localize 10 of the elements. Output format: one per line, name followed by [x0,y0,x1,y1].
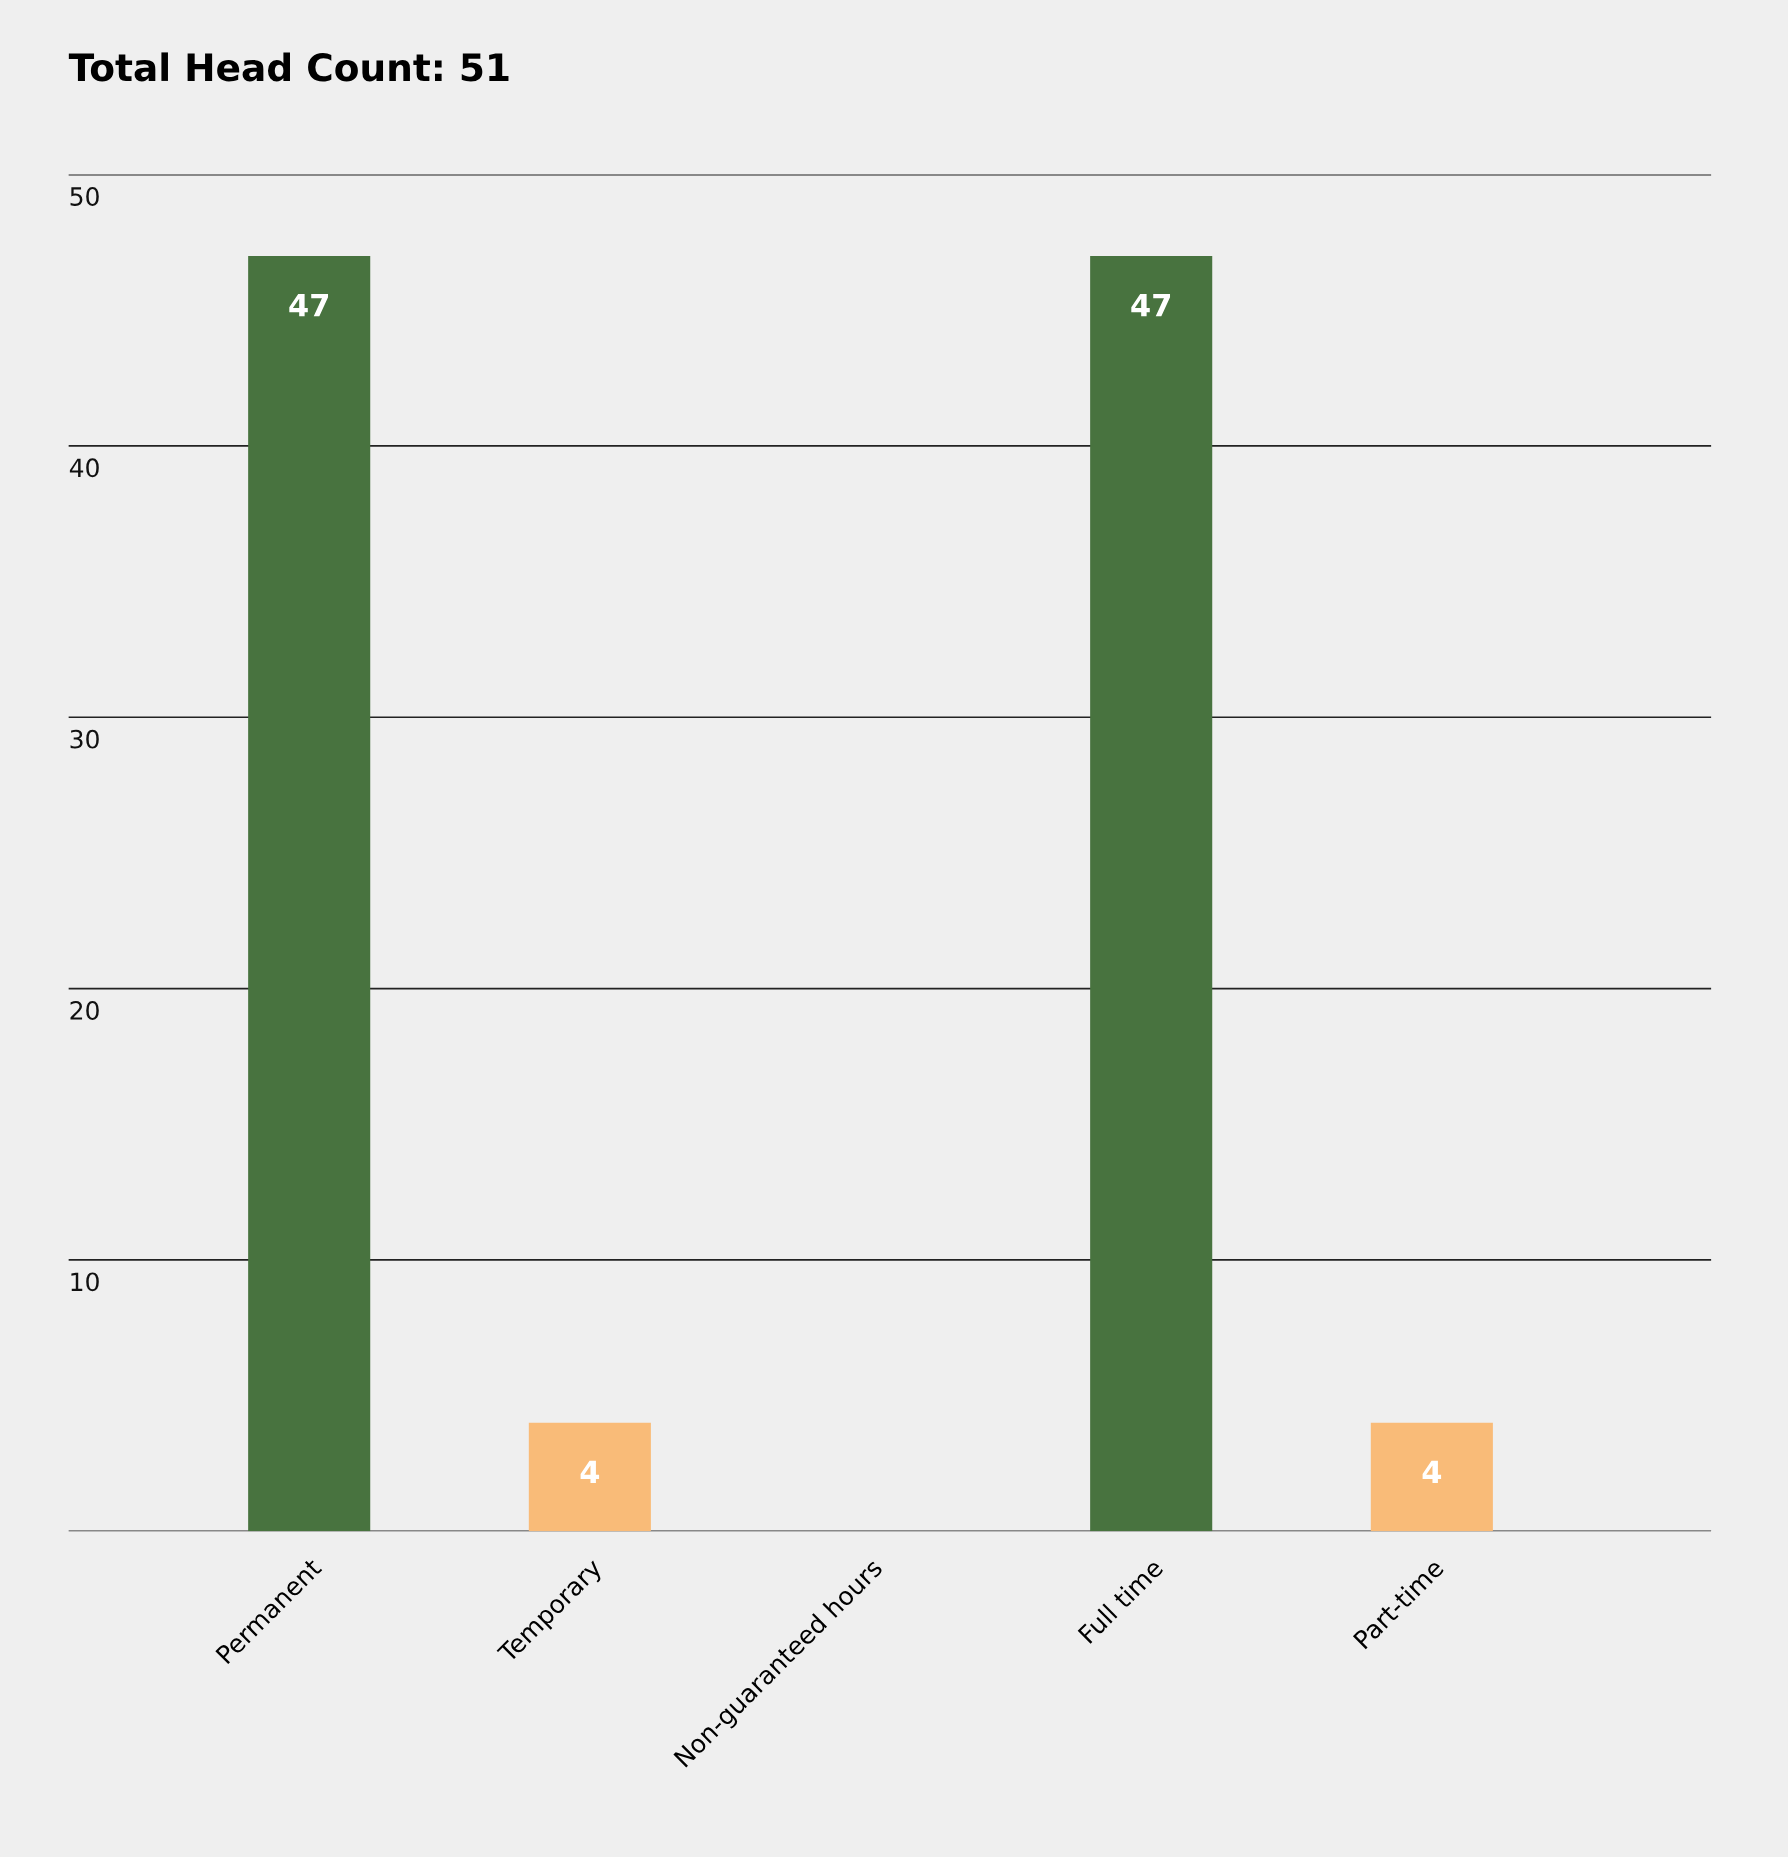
y-tick-label: 50 [70,187,99,206]
data-label: 4 [580,1460,600,1484]
data-label: 47 [289,294,329,317]
y-tick-label: 40 [69,458,99,478]
y-tick-label: 10 [71,1272,99,1292]
data-label: 4 [1422,1460,1442,1484]
chart-title: Total Head Count: 51 [68,52,509,82]
data-label: 47 [1131,294,1171,317]
y-tick-label: 30 [70,729,99,749]
y-tick-label: 20 [70,1001,99,1020]
